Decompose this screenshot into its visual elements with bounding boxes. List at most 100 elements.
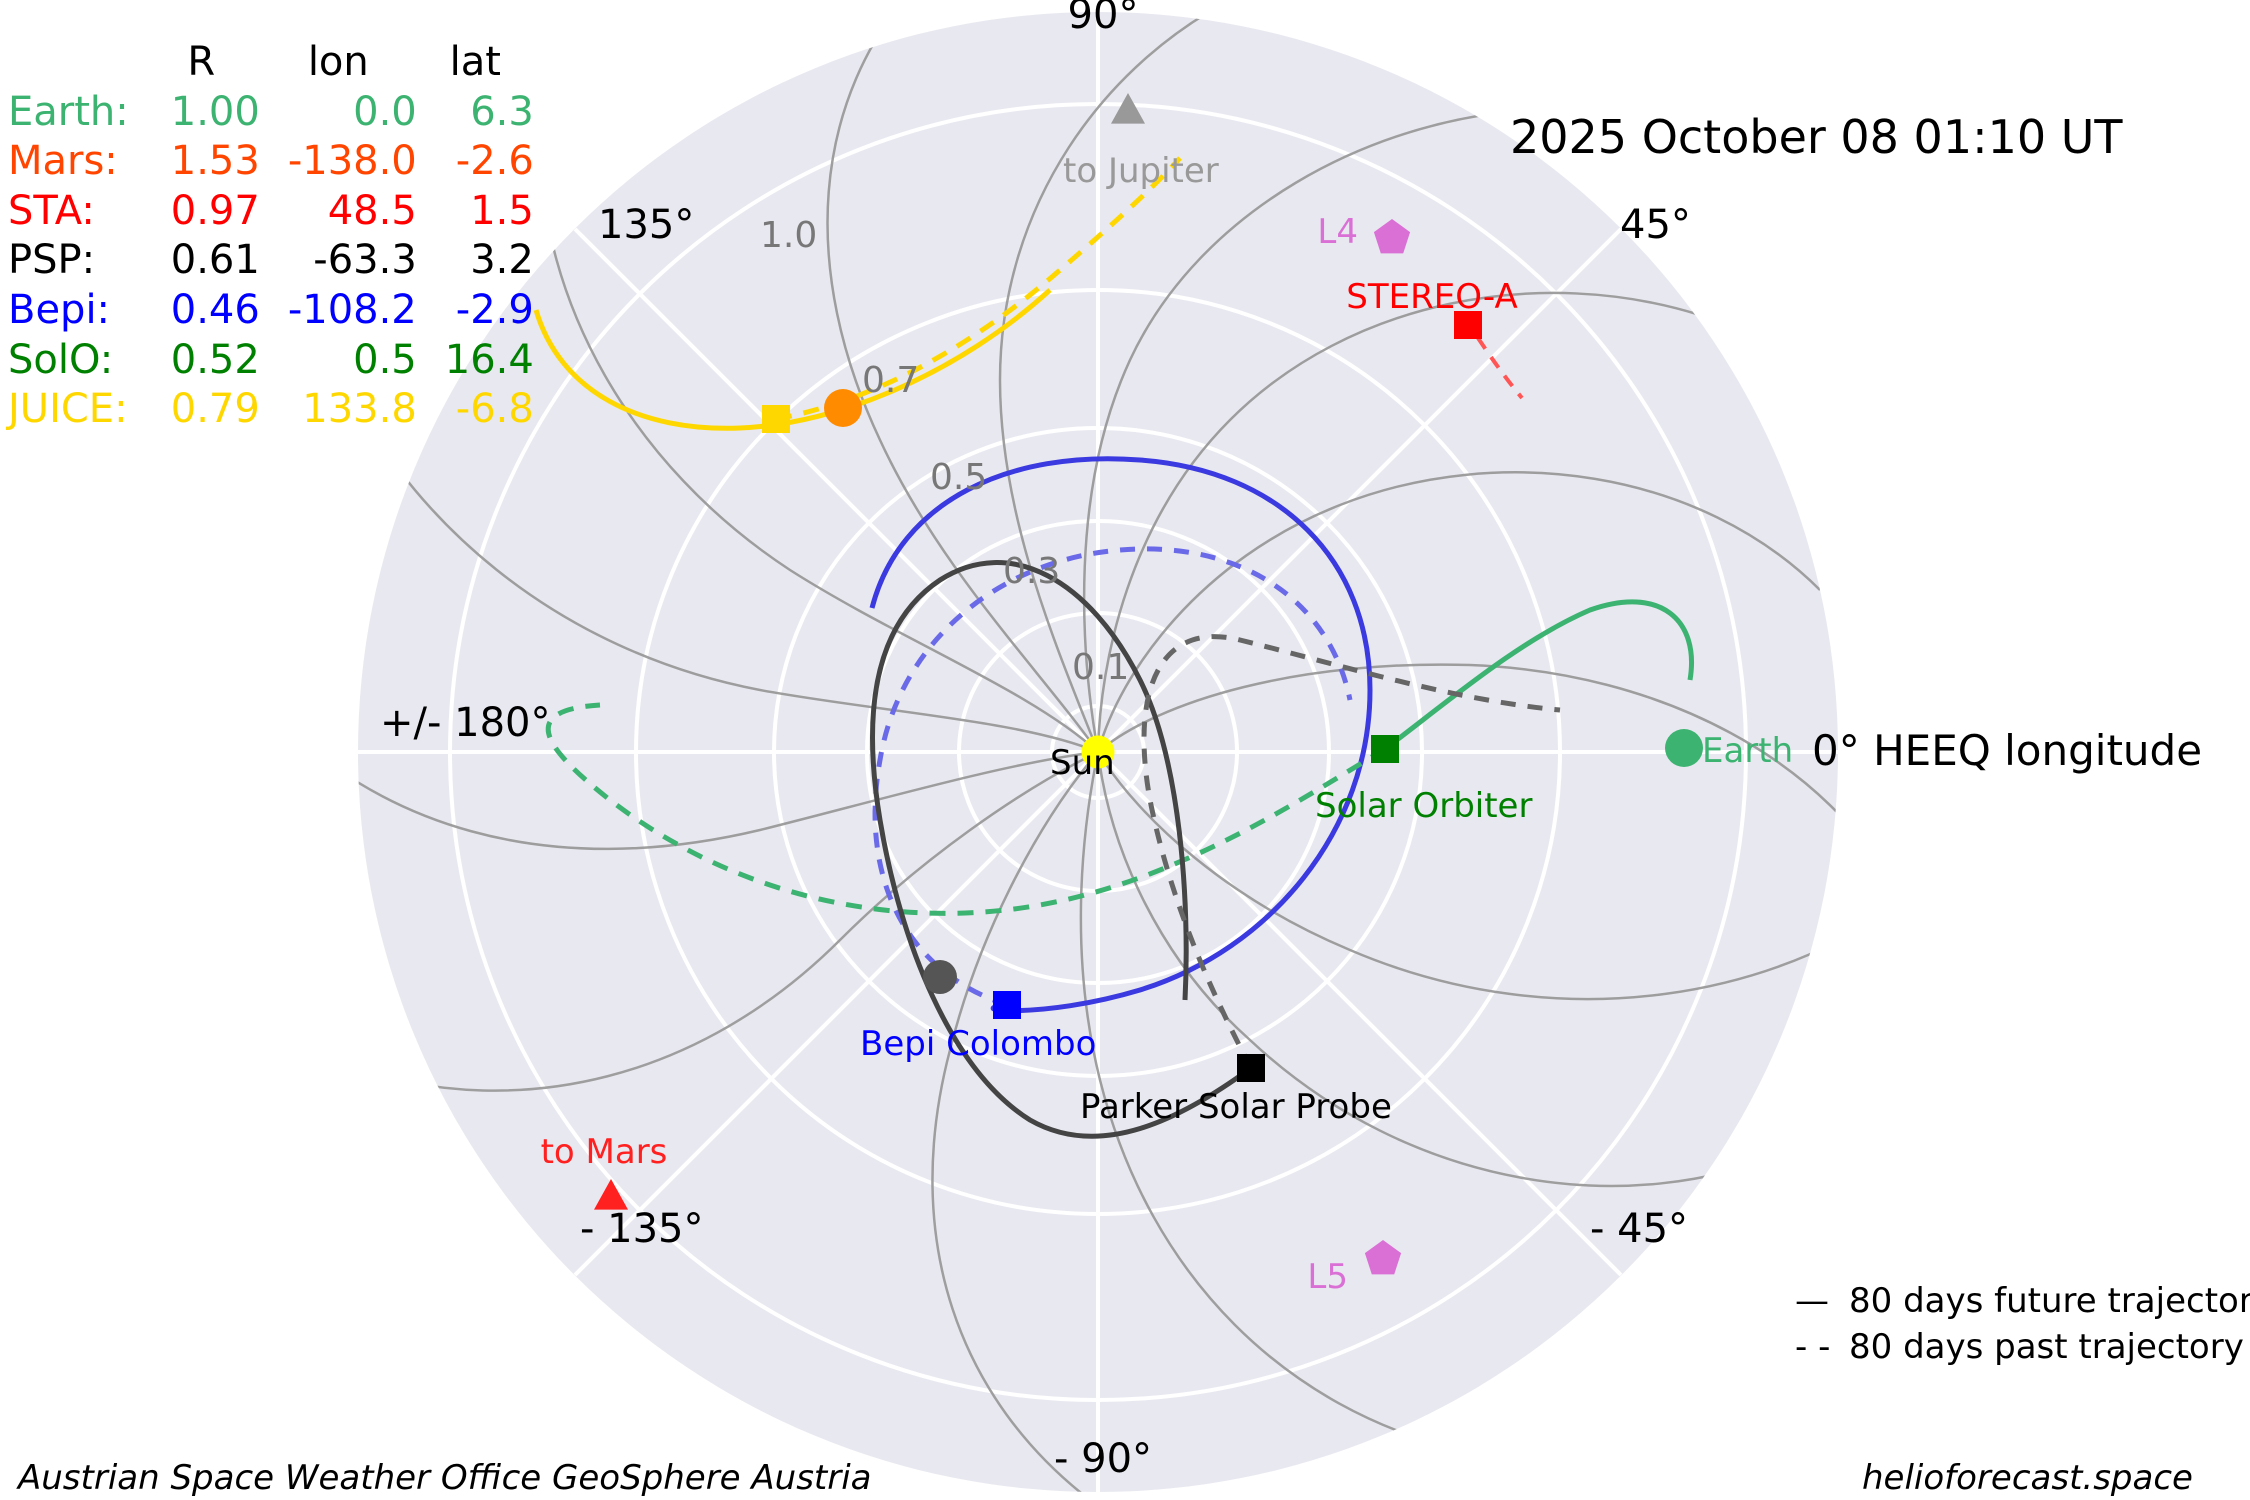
table-cell-lat: -2.6 [455, 138, 534, 185]
to-jupiter-label: to Jupiter [1063, 151, 1219, 191]
table-cell-r: 0.61 [170, 237, 260, 284]
table-cell-r: 0.97 [170, 187, 260, 234]
earth-label: Earth [1702, 731, 1793, 771]
solo-past-trajectory [545, 702, 1387, 916]
bepi-colombo-marker[interactable] [993, 991, 1021, 1019]
body-markers-layer: Earth Solar Orbiter STEREO-A Bepi Colombo Pa… [541, 93, 1793, 1297]
l5-label: L5 [1307, 1257, 1348, 1297]
radial-tick-label: 0.1 [1072, 647, 1129, 688]
table-header-lat: lat [449, 39, 501, 85]
table-row: Mars: 1.53 -138.0 -2.6 [8, 137, 534, 187]
table-cell-r: 0.52 [170, 336, 260, 383]
stereo-a-marker[interactable] [1454, 311, 1482, 339]
credit-website: helioforecast.space [1862, 1458, 2193, 1498]
parker-solar-probe-label: Parker Solar Probe [1080, 1087, 1392, 1127]
table-cell-name: STA: [8, 187, 95, 234]
venus-marker[interactable] [824, 389, 862, 427]
mercury-marker[interactable] [923, 960, 957, 994]
table-cell-name: Mars: [8, 138, 118, 185]
table-cell-lon: 0.0 [353, 88, 417, 135]
dashed-line-glyph: - - [1795, 1327, 1831, 1367]
solar-orbiter-label: Solar Orbiter [1315, 786, 1532, 826]
table-cell-lon: 48.5 [327, 187, 417, 234]
angle-tick-label: 90° [1067, 0, 1139, 38]
table-header-lon: lon [307, 39, 369, 85]
credit-organization: Austrian Space Weather Office GeoSphere … [18, 1458, 872, 1498]
parker-solar-probe-marker[interactable] [1237, 1054, 1265, 1082]
table-cell-name: SolO: [8, 336, 114, 383]
angle-tick-label: 135° [598, 202, 695, 248]
page-title: 2025 October 08 01:10 UT [1510, 110, 2123, 164]
table-cell-lat: 16.4 [444, 336, 534, 383]
solo-future-trajectory [1383, 599, 1694, 751]
angular-gridlines [358, 12, 1838, 1492]
angle-tick-label: - 135° [580, 1206, 704, 1252]
table-cell-name: Earth: [8, 88, 129, 135]
l4-marker[interactable] [1373, 219, 1411, 254]
table-row: SolO: 0.52 0.5 16.4 [8, 336, 534, 386]
stereo-a-label: STEREO-A [1346, 277, 1517, 317]
table-header-row: R lon lat [8, 38, 534, 88]
table-cell-r: 0.79 [170, 386, 260, 433]
to-mars-marker[interactable] [594, 1179, 628, 1210]
table-cell-lon: -138.0 [287, 138, 417, 185]
table-cell-lat: 1.5 [470, 187, 534, 234]
to-jupiter-marker[interactable] [1111, 93, 1145, 124]
psp-past-trajectory [1141, 634, 1561, 1070]
sun-marker[interactable] [1081, 735, 1115, 769]
legend-row-future: — 80 days future trajectory [1795, 1278, 2250, 1324]
radial-tick-label: 1.0 [760, 215, 817, 256]
juice-future-trajectory [533, 288, 1052, 431]
bepi-future-trajectory [869, 456, 1373, 1014]
table-row: Earth: 1.00 0.0 6.3 [8, 88, 534, 138]
table-row: Bepi: 0.46 -108.2 -2.9 [8, 286, 534, 336]
plot-inner [358, 12, 1838, 1492]
table-cell-lon: 0.5 [353, 336, 417, 383]
heeq-longitude-label: 0° HEEQ longitude [1812, 726, 2203, 775]
legend-row-past: - - 80 days past trajectory [1795, 1324, 2250, 1370]
radial-tick-label: 0.5 [930, 457, 987, 498]
table-cell-name: JUICE: [8, 386, 128, 433]
table-cell-lon: -108.2 [287, 286, 417, 333]
legend-future-label: 80 days future trajectory [1849, 1281, 2250, 1321]
table-cell-lon: 133.8 [302, 386, 417, 433]
table-cell-r: 1.00 [170, 88, 260, 135]
angle-tick-label: 45° [1620, 202, 1691, 248]
legend-past-label: 80 days past trajectory [1849, 1327, 2244, 1367]
table-row: PSP: 0.61 -63.3 3.2 [8, 236, 534, 286]
radial-tick-label: 0.7 [862, 360, 919, 401]
position-table: R lon lat Earth: 1.00 0.0 6.3 Mars: 1.53 -138.… [8, 38, 534, 435]
table-cell-lon: -63.3 [313, 237, 417, 284]
table-cell-lat: 3.2 [470, 237, 534, 284]
solid-line-glyph: — [1795, 1281, 1829, 1321]
table-cell-lat: 6.3 [470, 88, 534, 135]
juice-marker[interactable] [762, 405, 790, 433]
angle-tick-label: - 45° [1590, 1206, 1689, 1252]
table-cell-r: 1.53 [170, 138, 260, 185]
psp-future-trajectory [870, 560, 1253, 1139]
table-row: STA: 0.97 48.5 1.5 [8, 187, 534, 237]
table-cell-r: 0.46 [170, 286, 260, 333]
earth-marker[interactable] [1665, 729, 1703, 767]
angle-tick-label: - 90° [1053, 1436, 1153, 1482]
angle-tick-label: +/- 180° [380, 700, 551, 746]
sun-label: Sun [1050, 743, 1115, 783]
l5-marker[interactable] [1364, 1240, 1402, 1275]
trajectory-legend: — 80 days future trajectory - - 80 days … [1795, 1278, 2250, 1370]
radial-tick-label: 0.3 [1003, 551, 1060, 592]
radial-tick-labels: 1.0 0.7 0.5 0.3 0.1 [760, 215, 1129, 688]
table-header-r: R [187, 39, 216, 85]
solar-orbiter-marker[interactable] [1371, 735, 1399, 763]
table-row: JUICE: 0.79 133.8 -6.8 [8, 385, 534, 435]
table-cell-lat: -6.8 [455, 386, 534, 433]
stereo-a-past-trajectory [1476, 336, 1524, 400]
bepi-colombo-label: Bepi Colombo [860, 1024, 1096, 1064]
table-cell-lat: -2.9 [455, 286, 534, 333]
l4-label: L4 [1317, 212, 1358, 252]
table-cell-name: Bepi: [8, 286, 111, 333]
table-header-name [8, 38, 143, 88]
to-mars-label: to Mars [541, 1132, 668, 1172]
table-cell-name: PSP: [8, 237, 96, 284]
